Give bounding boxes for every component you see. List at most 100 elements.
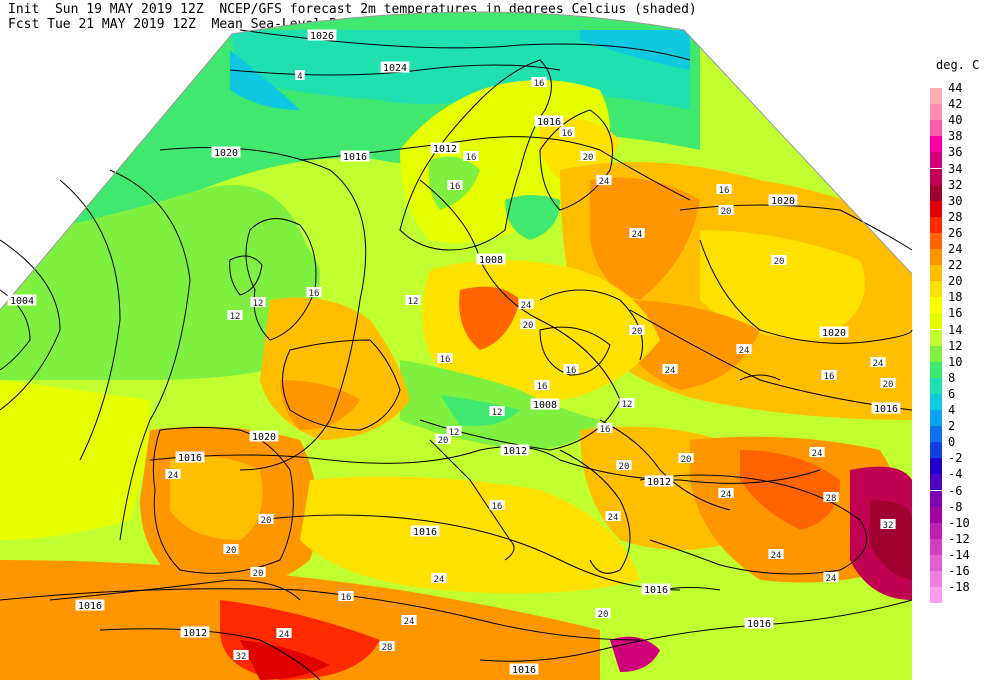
temperature-label-bg [870, 357, 886, 367]
isobar-label: 1012 [183, 628, 207, 639]
temperature-label-bg [771, 255, 787, 265]
temperature-label-bg [431, 573, 447, 583]
legend-item: -8 [928, 500, 998, 523]
temperature-label: 24 [739, 346, 750, 356]
temperature-label: 24 [632, 230, 643, 240]
isobar-label: 1016 [537, 117, 561, 128]
isobar-label-bg [307, 29, 337, 41]
legend-swatch [930, 442, 942, 459]
temperature-label: 20 [438, 436, 449, 446]
legend-swatch [930, 410, 942, 426]
legend-title: deg. C [936, 58, 980, 72]
legend-label: 26 [948, 225, 963, 240]
temperature-label-bg [446, 426, 462, 436]
temperature-label-bg [563, 364, 579, 374]
legend-item: 42 [928, 97, 998, 121]
temperature-label: 24 [599, 177, 610, 187]
temperature-label-bg [306, 287, 322, 297]
legend-swatch [930, 345, 942, 362]
legend-label: 2 [948, 419, 956, 434]
temperature-label-bg [401, 615, 417, 625]
legend-label: 22 [948, 258, 963, 273]
legend-item: 2 [928, 419, 998, 443]
legend-swatch [930, 168, 942, 185]
temperature-label: 20 [583, 153, 594, 163]
map-boundary [0, 11, 913, 311]
temperature-label: 16 [566, 366, 577, 376]
isobar-label-bg [644, 475, 674, 487]
temperature-label-bg [435, 434, 451, 444]
isobar-label-bg [534, 115, 564, 127]
temperature-label: 4 [297, 72, 302, 82]
temperature-label: 16 [600, 425, 611, 435]
legend-swatch [930, 554, 942, 571]
temperature-label: 16 [440, 355, 451, 365]
legend-swatch [930, 361, 942, 378]
temperature-label-bg [736, 344, 752, 354]
isobar-label-bg [500, 444, 530, 456]
temperature-label: 12 [230, 312, 241, 322]
temperature-label: 32 [883, 521, 894, 531]
temperature-label: 20 [261, 516, 272, 526]
legend-label: 28 [948, 209, 963, 224]
legend-item: 8 [928, 371, 998, 394]
isobar-label-bg [430, 142, 460, 154]
legend-label: 32 [948, 177, 963, 192]
legend-swatch [930, 184, 942, 201]
temperature-label: 28 [382, 643, 393, 653]
temperature-label-bg [580, 151, 596, 161]
legend-swatch [930, 265, 942, 282]
temperature-label-bg [531, 77, 547, 87]
legend-swatch [930, 136, 942, 153]
temperature-label-bg [250, 567, 266, 577]
temperature-label: 24 [521, 301, 532, 311]
temperature-label-bg [463, 151, 479, 161]
isobar-label: 1024 [383, 63, 407, 74]
legend-label: 42 [948, 97, 963, 112]
temperature-label: 20 [721, 207, 732, 217]
temperature-label-bg [605, 511, 621, 521]
legend-label: -4 [948, 467, 963, 482]
temperature-label: 16 [534, 79, 545, 89]
legend-label: -6 [948, 483, 963, 498]
temperature-label: 24 [434, 575, 445, 585]
legend-swatch [930, 200, 942, 217]
temperature-label: 20 [523, 321, 534, 331]
temperature-label-bg [227, 310, 243, 320]
legend-label: 34 [948, 161, 963, 176]
isobar-label: 1016 [343, 152, 367, 163]
temperature-label-bg [165, 469, 181, 479]
isobar-label: 1020 [214, 148, 238, 159]
isobar-label: 1012 [433, 144, 457, 155]
temperature-label-bg [276, 628, 292, 638]
legend-item: 36 [928, 145, 998, 169]
isobar-label-bg [175, 451, 205, 463]
isobar-labels: 1026 1024 1020 1016 1012 1016 1020 1004 1008 1020… [7, 29, 901, 676]
isobar-label-bg [380, 61, 410, 73]
legend-item: 10 [928, 355, 998, 378]
temperature-label: 24 [812, 449, 823, 459]
legend-item: -12 [928, 532, 998, 555]
temperature-label-bg [447, 180, 463, 190]
isobar-label: 1020 [771, 196, 795, 207]
temperature-label-bg [823, 492, 839, 502]
legend-item: 32 [928, 178, 998, 201]
legend-label: -10 [948, 515, 970, 530]
isobar-label-bg [509, 663, 539, 675]
legend-item: -14 [928, 548, 998, 571]
temperature-label-bg [809, 447, 825, 457]
legend-item: -2 [928, 451, 998, 475]
legend-item: 20 [928, 274, 998, 298]
legend-label: 6 [948, 386, 956, 401]
legend-swatch [930, 587, 942, 604]
temperature-label-bg [338, 591, 354, 601]
legend-label: 40 [948, 113, 963, 128]
temperature-label-bg [597, 423, 613, 433]
isobar-label: 1012 [647, 477, 671, 488]
temperature-label: 12 [622, 400, 633, 410]
legend-swatch [930, 458, 942, 475]
temperature-label: 24 [721, 490, 732, 500]
legend-label: 14 [948, 322, 963, 337]
temperature-label-bg [250, 297, 266, 307]
